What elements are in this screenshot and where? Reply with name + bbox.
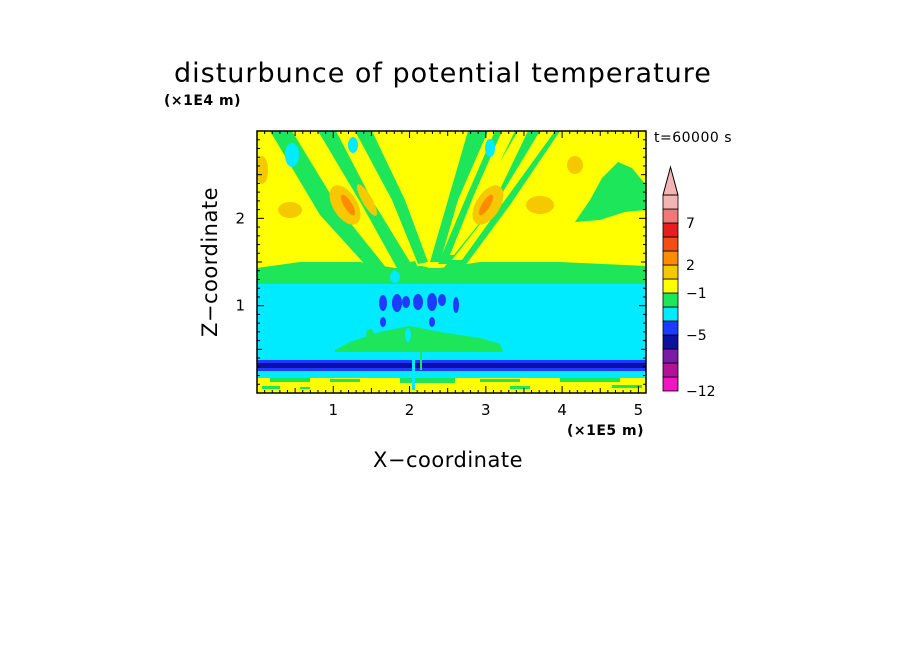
x-axis-unit: (×1E5 m) xyxy=(567,423,645,439)
colorbar-swatch xyxy=(662,292,679,308)
y-tick-label: 1 xyxy=(235,297,245,315)
x-tick-label: 5 xyxy=(634,401,644,419)
colorbar-label: −5 xyxy=(686,328,707,344)
colorbar-swatch xyxy=(662,278,679,294)
colorbar-label: 7 xyxy=(686,216,695,232)
blue-cells xyxy=(379,266,459,327)
wave-beams xyxy=(257,131,646,270)
colorbar-swatch xyxy=(662,320,679,336)
colorbar-swatch xyxy=(662,334,679,350)
contour-field xyxy=(257,131,646,393)
y-axis-unit: (×1E4 m) xyxy=(164,93,242,109)
colorbar-swatch xyxy=(662,362,679,378)
colorbar-swatch xyxy=(662,376,679,392)
x-axis-label: X−coordinate xyxy=(373,448,523,472)
colorbar: −12−5−127 xyxy=(662,165,716,400)
colorbar-label: −1 xyxy=(686,286,707,302)
colorbar-swatch xyxy=(662,250,679,266)
time-label: t=60000 s xyxy=(654,130,732,146)
x-axis-ticks: 1 2 3 4 5 xyxy=(264,131,647,419)
colorbar-label: 2 xyxy=(686,258,695,274)
surface-noise xyxy=(262,330,642,390)
x-tick-label: 2 xyxy=(405,401,415,419)
colorbar-label: −12 xyxy=(686,384,716,400)
colorbar-swatch xyxy=(662,306,679,322)
colorbar-swatch xyxy=(662,208,679,224)
colorbar-swatch xyxy=(662,264,679,280)
colorbar-extend-triangle xyxy=(662,165,679,196)
colorbar-swatch xyxy=(662,236,679,252)
colorbar-swatch xyxy=(662,348,679,364)
y-axis-ticks: 12 xyxy=(235,139,646,385)
colorbar-swatch xyxy=(662,194,679,210)
x-tick-label: 1 xyxy=(329,401,339,419)
x-tick-label: 4 xyxy=(557,401,567,419)
colorbar-swatch xyxy=(662,222,679,238)
chart-title: disturbunce of potential temperature xyxy=(174,58,712,89)
y-tick-label: 2 xyxy=(235,209,245,227)
x-tick-label: 3 xyxy=(481,401,491,419)
